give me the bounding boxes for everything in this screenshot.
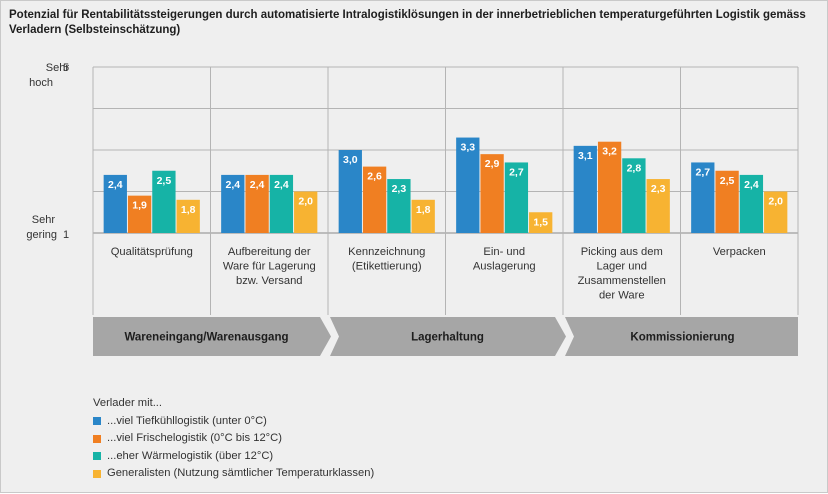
bar [529, 212, 553, 233]
legend-title: Verlader mit... [93, 397, 163, 409]
bar-value-label: 2,5 [157, 175, 172, 187]
category-label: Auslagerung [473, 261, 536, 273]
legend-item: ...viel Tiefkühllogistik (unter 0°C) [93, 413, 374, 431]
bar [411, 199, 435, 233]
bar-value-label: 2,7 [695, 166, 710, 178]
bar-value-label: 2,4 [274, 179, 289, 191]
bar-value-label: 3,3 [460, 142, 475, 154]
category-label: Picking aus dem [581, 246, 663, 258]
bar [245, 174, 269, 233]
y-top-label-line1: Sehr [46, 62, 70, 74]
category-label: Zusammenstellen [578, 275, 666, 287]
bar [573, 145, 597, 233]
category-label: Qualitätsprüfung [111, 246, 193, 258]
bar-value-label: 3,0 [343, 154, 358, 166]
bar-value-label: 2,9 [485, 158, 500, 170]
category-label: bzw. Versand [236, 275, 303, 287]
legend: Verlader mit... ...viel Tiefkühllogistik… [93, 395, 374, 483]
group-label: Lagerhaltung [411, 332, 484, 344]
legend-item: ...eher Wärmelogistik (über 12°C) [93, 448, 374, 466]
bar-value-label: 2,0 [298, 196, 313, 208]
bar-value-label: 2,5 [720, 175, 735, 187]
bar [269, 174, 294, 233]
y-tick-label: 1 [63, 229, 69, 241]
bar [764, 191, 788, 233]
bar [103, 174, 127, 233]
bar [176, 199, 200, 233]
y-tick-label: 5 [63, 62, 69, 74]
legend-items: ...viel Tiefkühllogistik (unter 0°C) ...v… [93, 413, 374, 483]
bar-value-label: 2,4 [744, 179, 759, 191]
category-label: Verpacken [713, 246, 766, 258]
bar-value-label: 2,4 [108, 179, 123, 191]
y-bottom-label-line2: gering [26, 229, 57, 241]
group-arrow [93, 317, 331, 356]
category-label: Ware für Lagerung [223, 261, 316, 273]
bar [338, 150, 362, 233]
bar [152, 170, 176, 233]
bar [387, 179, 411, 233]
bar-value-label: 3,1 [578, 150, 593, 162]
bar-value-label: 2,4 [225, 179, 240, 191]
bar-value-label: 3,2 [602, 146, 617, 158]
legend-swatch [93, 452, 101, 461]
bar [622, 158, 646, 233]
bar-value-label: 1,8 [181, 204, 196, 216]
y-bottom-label-line1: Sehr [32, 214, 56, 226]
legend-swatch [93, 434, 101, 443]
bar [127, 195, 152, 233]
category-label: Aufbereitung der [228, 246, 311, 258]
bar [597, 141, 622, 233]
bar [480, 154, 504, 233]
bar-value-label: 1,8 [416, 204, 431, 216]
bar-value-label: 2,3 [651, 183, 666, 195]
bar [294, 191, 318, 233]
bar-value-label: 1,9 [132, 200, 147, 212]
legend-label: Generalisten (Nutzung sämtlicher Tempera… [107, 467, 375, 479]
legend-swatch [93, 469, 101, 478]
y-top-label-line2: hoch [29, 77, 53, 89]
category-label: Kennzeichnung [348, 246, 425, 258]
bar [646, 179, 670, 233]
bar-value-label: 2,6 [367, 171, 382, 183]
bar-value-label: 1,5 [533, 216, 548, 228]
legend-label: ...viel Tiefkühllogistik (unter 0°C) [107, 414, 267, 427]
bar [715, 170, 739, 233]
bar [504, 162, 529, 233]
bar-value-label: 2,4 [250, 179, 265, 191]
group-label: Kommissionierung [630, 332, 734, 344]
legend-item: ...viel Frischelogistik (0°C bis 12°C) [93, 430, 374, 448]
legend-label: ...eher Wärmelogistik (über 12°C) [107, 449, 274, 462]
legend-item: Generalisten (Nutzung sämtlicher Tempera… [93, 465, 374, 483]
bar [362, 166, 387, 233]
legend-label: ...viel Frischelogistik (0°C bis 12°C) [107, 432, 282, 444]
bar-value-label: 2,0 [768, 196, 783, 208]
bar-value-label: 2,7 [509, 166, 524, 178]
chart-title: Potenzial für Rentabilitätssteigerungen … [9, 9, 806, 36]
group-arrow [330, 317, 566, 356]
category-label: der Ware [599, 290, 645, 302]
bar [739, 174, 764, 233]
legend-swatch [93, 417, 101, 426]
bar [456, 137, 480, 233]
category-label: Lager und [597, 261, 647, 273]
group-arrow [565, 317, 798, 356]
bar-value-label: 2,8 [627, 162, 642, 174]
group-label: Wareneingang/Warenausgang [124, 332, 288, 344]
bar [691, 162, 715, 233]
category-label: (Etikettierung) [352, 261, 422, 273]
bar [221, 174, 245, 233]
bar-value-label: 2,3 [392, 183, 407, 195]
category-label: Ein- und [483, 246, 525, 258]
